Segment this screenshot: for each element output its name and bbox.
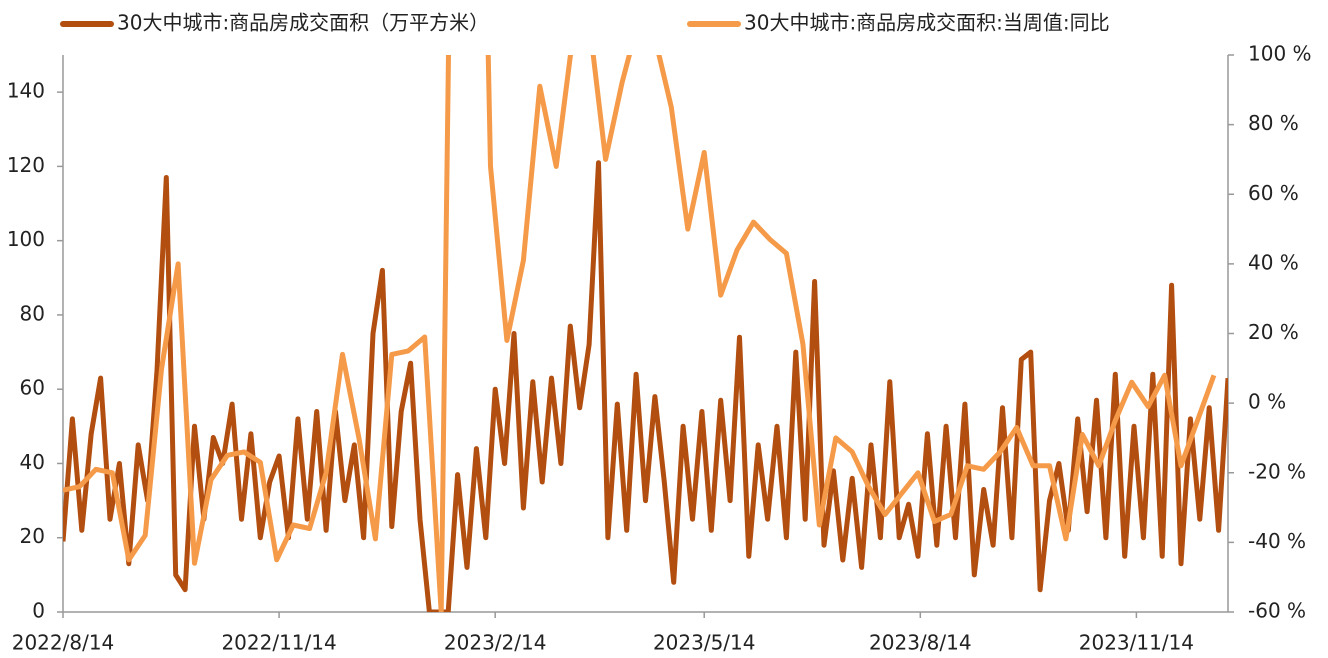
y2-tick-label: 0 % [1248,390,1286,414]
y2-tick-label: -40 % [1248,529,1306,553]
y-tick-label: 140 [7,79,45,103]
y2-tick-label: 100 % [1248,42,1312,66]
x-tick-label: 2023/8/14 [869,631,972,655]
series-line [63,55,1217,612]
y2-tick-label: 80 % [1248,111,1299,135]
y-tick-label: 20 [20,524,45,548]
y2-tick-label: -60 % [1248,599,1306,623]
legend-label: 30大中城市:商品房成交面积:当周值:同比 [744,11,1110,35]
x-tick-label: 2023/2/14 [444,631,547,655]
y2-tick-label: -20 % [1248,459,1306,483]
x-tick-label: 2022/11/14 [221,631,336,655]
y-tick-label: 100 [7,227,45,251]
y-tick-label: 60 [20,376,45,400]
y-tick-label: 120 [7,153,45,177]
y2-tick-label: 40 % [1248,250,1299,274]
x-tick-label: 2023/11/14 [1079,631,1194,655]
y2-tick-label: 60 % [1248,181,1299,205]
series-line [63,160,1228,612]
y-tick-label: 40 [20,450,45,474]
x-tick-label: 2023/5/14 [653,631,756,655]
x-tick-label: 2022/8/14 [12,631,115,655]
legend-label: 30大中城市:商品房成交面积（万平方米） [117,11,489,35]
y-tick-label: 80 [20,301,45,325]
y-tick-label: 0 [32,599,45,623]
y2-tick-label: 20 % [1248,320,1299,344]
